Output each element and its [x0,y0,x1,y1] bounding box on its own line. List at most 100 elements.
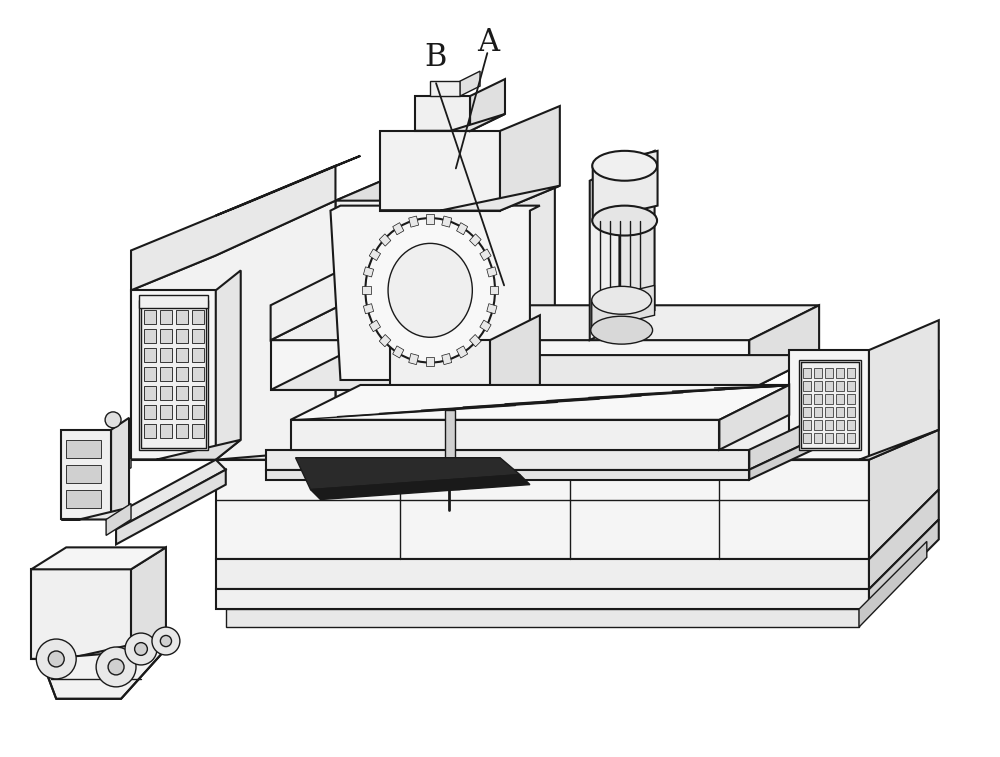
Polygon shape [216,305,340,400]
Polygon shape [31,547,166,569]
Circle shape [48,651,64,667]
Polygon shape [216,270,340,350]
Polygon shape [144,386,156,400]
Polygon shape [490,286,498,294]
Polygon shape [803,368,811,378]
Polygon shape [789,350,869,459]
Polygon shape [620,151,655,326]
Polygon shape [216,390,939,459]
Polygon shape [131,440,241,459]
Polygon shape [490,141,555,420]
Polygon shape [61,430,111,519]
Polygon shape [825,407,833,417]
Polygon shape [847,407,855,417]
Polygon shape [176,405,188,419]
Polygon shape [216,559,869,589]
Polygon shape [116,469,226,544]
Circle shape [160,635,172,646]
Polygon shape [869,519,939,609]
Polygon shape [814,433,822,443]
Polygon shape [480,249,491,260]
Text: A: A [477,27,499,58]
Polygon shape [362,286,371,294]
Polygon shape [144,348,156,362]
Polygon shape [216,270,241,459]
Polygon shape [131,547,166,659]
Polygon shape [296,458,520,490]
Polygon shape [291,385,789,420]
Circle shape [125,633,157,665]
Polygon shape [500,106,560,210]
Polygon shape [31,569,131,659]
Polygon shape [131,201,335,459]
Polygon shape [216,589,869,609]
Polygon shape [415,96,470,131]
Polygon shape [390,340,490,410]
Polygon shape [131,166,335,291]
Polygon shape [266,450,749,469]
Polygon shape [803,394,811,404]
Polygon shape [192,386,204,400]
Polygon shape [803,433,811,443]
Polygon shape [814,407,822,417]
Polygon shape [749,418,817,469]
Polygon shape [379,234,391,246]
Polygon shape [66,490,101,507]
Polygon shape [144,405,156,419]
Polygon shape [445,410,455,475]
Polygon shape [380,185,560,210]
Polygon shape [192,367,204,381]
Ellipse shape [592,286,652,314]
Polygon shape [176,386,188,400]
Polygon shape [176,348,188,362]
Polygon shape [66,465,101,483]
Polygon shape [379,335,391,347]
Polygon shape [192,424,204,438]
Polygon shape [291,420,719,450]
Polygon shape [592,285,655,330]
Polygon shape [440,475,460,490]
Polygon shape [330,206,540,380]
Polygon shape [131,291,216,459]
Text: B: B [424,42,446,73]
Circle shape [36,639,76,679]
Polygon shape [271,355,819,390]
Polygon shape [836,368,844,378]
Polygon shape [160,367,172,381]
Polygon shape [814,394,822,404]
Polygon shape [859,541,927,627]
Polygon shape [487,304,497,314]
Polygon shape [216,156,360,216]
Polygon shape [847,420,855,430]
Circle shape [135,643,147,656]
Polygon shape [426,357,434,366]
Polygon shape [457,223,468,235]
Polygon shape [836,433,844,443]
Polygon shape [430,81,460,96]
Ellipse shape [365,218,495,363]
Polygon shape [405,171,490,420]
Polygon shape [836,407,844,417]
Polygon shape [106,503,131,535]
Polygon shape [139,295,208,308]
Polygon shape [192,310,204,324]
Polygon shape [271,305,819,340]
Polygon shape [590,166,620,340]
Polygon shape [426,214,434,224]
Ellipse shape [591,316,653,344]
Polygon shape [814,368,822,378]
Polygon shape [311,475,530,500]
Polygon shape [847,394,855,404]
Polygon shape [66,440,101,458]
Circle shape [152,627,180,655]
Polygon shape [836,381,844,391]
Polygon shape [442,354,452,365]
Polygon shape [160,405,172,419]
Polygon shape [869,490,939,589]
Ellipse shape [592,206,657,235]
Polygon shape [363,304,374,314]
Polygon shape [176,367,188,381]
Polygon shape [847,433,855,443]
Polygon shape [390,385,540,410]
Polygon shape [176,424,188,438]
